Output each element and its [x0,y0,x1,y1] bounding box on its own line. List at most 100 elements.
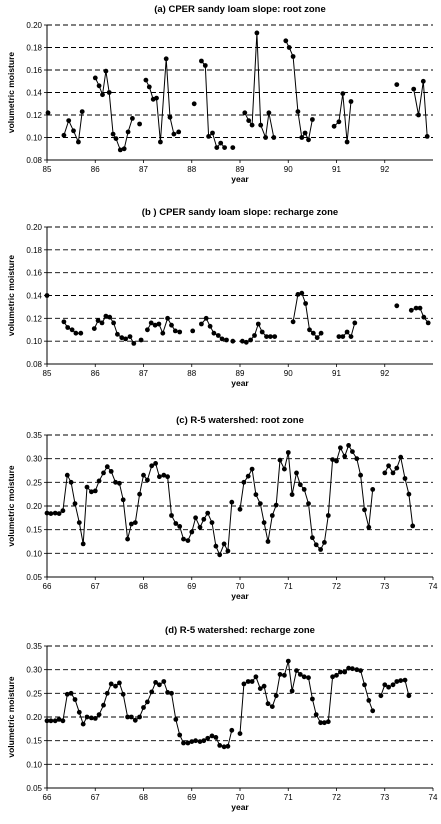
data-point [117,680,122,686]
series-line [333,93,352,143]
data-point [113,136,119,142]
data-point [257,501,263,506]
data-point [299,290,305,296]
data-point [221,744,227,750]
data-point [310,535,315,541]
chart-title: (a) CPER sandy loam slope: root zone [154,4,326,15]
data-point [241,681,247,687]
data-point [249,679,255,684]
data-point [425,320,431,326]
data-point [295,109,301,114]
y-axis-label: volumetric moisture [6,52,16,134]
data-point [185,740,191,746]
y-tick-label: 0.16 [26,269,42,278]
data-point [269,513,275,518]
series-line [292,292,322,339]
y-tick-label: 0.08 [26,360,42,369]
data-point [127,334,133,339]
data-point [177,732,183,738]
data-point [301,487,307,492]
data-point [290,319,296,325]
data-point [252,333,257,338]
data-point [421,314,427,320]
data-point [424,134,430,139]
data-point [44,293,50,298]
data-point [255,321,261,327]
data-point [344,329,350,335]
data-point [78,330,84,336]
data-point [44,510,50,516]
data-point [340,334,346,339]
data-point [177,524,183,529]
data-point [72,697,78,702]
data-point [165,690,171,695]
data-point [176,129,182,135]
y-tick-label: 0.20 [26,223,42,232]
data-point [209,733,215,739]
data-point [138,337,144,343]
data-point [350,449,355,454]
x-tick-label: 68 [139,793,148,802]
data-point [306,137,311,143]
data-point [157,474,162,480]
data-point [310,117,315,122]
data-point [60,718,66,724]
data-point [71,128,76,134]
data-point [68,690,74,696]
data-point [318,330,324,336]
series-line [242,322,275,343]
data-point [420,78,426,84]
data-point [143,77,149,83]
data-point [76,709,82,715]
series-line [239,444,374,551]
data-point [394,82,400,87]
y-tick-label: 0.14 [26,292,42,301]
data-point [107,314,113,320]
data-point [169,322,174,328]
data-point [84,484,90,490]
data-point [246,118,252,123]
data-point [338,445,343,451]
data-point [72,501,78,506]
data-point [61,319,67,325]
x-tick-label: 69 [187,793,196,802]
data-point [259,329,265,335]
data-point [225,548,231,554]
data-point [52,718,58,724]
data-point [117,480,122,486]
data-point [68,479,74,485]
data-point [207,323,213,329]
data-point [271,135,277,140]
data-point [306,675,311,681]
x-tick-label: 72 [332,582,341,591]
data-point [45,110,51,116]
data-point [354,456,360,462]
data-point [224,337,229,343]
series-line [239,660,374,734]
data-point [132,717,138,723]
data-point [398,678,404,683]
data-point [158,139,163,145]
x-tick-label: 73 [380,793,389,802]
data-point [330,674,335,680]
data-point [145,477,150,483]
chart-panel-2: (b ) CPER sandy loam slope: recharge zon… [6,207,433,388]
data-point [285,450,291,455]
data-point [125,129,131,135]
data-point [106,90,112,95]
data-point [348,99,354,104]
y-tick-label: 0.30 [26,455,42,464]
data-point [272,334,278,339]
data-point [290,54,296,59]
data-point [269,704,275,709]
data-point [156,321,162,327]
data-point [199,58,204,64]
data-point [264,334,269,339]
data-point [297,482,303,488]
data-point [346,443,351,448]
data-point [225,743,231,749]
data-point [61,132,67,138]
data-point [149,463,155,469]
x-tick-label: 85 [43,369,52,378]
